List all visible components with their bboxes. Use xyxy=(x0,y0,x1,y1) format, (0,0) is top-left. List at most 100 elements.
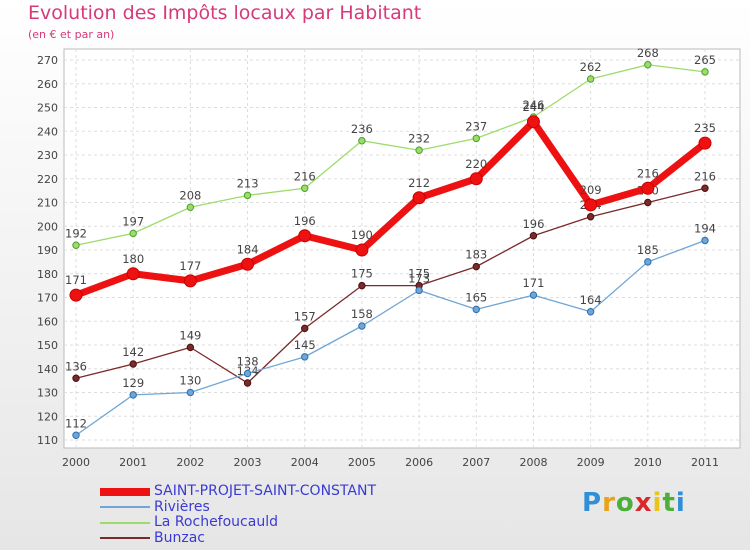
data-point xyxy=(355,243,369,257)
plot-area xyxy=(63,48,741,449)
x-tick-label: 2001 xyxy=(119,456,147,469)
data-point xyxy=(69,288,83,302)
data-point xyxy=(641,181,655,195)
data-point xyxy=(301,184,309,192)
logo-letter: P xyxy=(582,488,603,518)
data-label: 237 xyxy=(465,119,487,133)
data-label: 145 xyxy=(294,338,316,352)
data-point xyxy=(644,61,652,69)
y-tick-label: 120 xyxy=(37,410,58,423)
x-tick-label: 2005 xyxy=(348,456,376,469)
data-label: 171 xyxy=(65,273,87,287)
data-label: 149 xyxy=(179,328,201,342)
data-label: 232 xyxy=(408,131,430,145)
data-point xyxy=(129,391,137,399)
y-tick-label: 110 xyxy=(37,434,58,447)
data-point xyxy=(298,229,312,243)
data-point xyxy=(472,134,480,143)
legend-label: SAINT-PROJET-SAINT-CONSTANT xyxy=(154,483,376,500)
data-point xyxy=(644,198,652,207)
data-point xyxy=(183,274,197,288)
data-point xyxy=(586,75,595,83)
data-label: 213 xyxy=(237,176,259,190)
data-point xyxy=(472,305,480,314)
y-tick-label: 260 xyxy=(37,78,58,91)
data-point xyxy=(701,184,709,192)
data-point xyxy=(72,374,80,382)
data-point xyxy=(301,353,309,361)
data-label: 236 xyxy=(351,122,373,136)
data-label: 173 xyxy=(408,271,430,285)
x-tick-label: 2008 xyxy=(519,456,547,469)
data-point xyxy=(529,232,538,240)
data-point xyxy=(644,258,652,266)
data-point xyxy=(358,322,366,330)
logo-letter: i xyxy=(675,488,686,518)
data-label: 175 xyxy=(408,267,430,281)
data-point xyxy=(126,267,140,281)
legend-item: Rivières xyxy=(100,499,376,516)
data-label: 183 xyxy=(465,248,487,262)
y-tick-label: 210 xyxy=(37,197,58,210)
x-tick-label: 2011 xyxy=(691,456,719,469)
data-label: 194 xyxy=(694,222,716,236)
y-tick-label: 230 xyxy=(37,149,58,162)
data-point xyxy=(186,343,195,352)
data-label: 220 xyxy=(465,157,487,171)
data-label: 142 xyxy=(122,345,144,359)
data-point xyxy=(415,286,423,295)
legend-label: La Rochefoucauld xyxy=(154,514,278,531)
data-point xyxy=(243,191,252,200)
y-tick-label: 170 xyxy=(37,292,58,305)
chart-subtitle: (en € et par an) xyxy=(28,28,115,41)
data-point xyxy=(415,146,423,154)
data-label: 157 xyxy=(294,309,316,323)
logo-letter: x xyxy=(634,488,653,518)
data-point xyxy=(243,379,252,387)
data-label: 216 xyxy=(694,169,716,183)
data-point xyxy=(358,281,366,290)
data-point xyxy=(72,431,80,439)
x-tick-label: 2009 xyxy=(577,456,605,469)
data-label: 244 xyxy=(522,100,544,114)
x-tick-label: 2004 xyxy=(291,456,319,469)
data-label: 158 xyxy=(351,307,373,321)
data-point xyxy=(241,257,255,271)
y-tick-label: 160 xyxy=(37,315,58,328)
data-point xyxy=(412,191,426,205)
data-label: 235 xyxy=(694,121,716,135)
data-label: 180 xyxy=(122,252,144,266)
legend-label: Bunzac xyxy=(154,529,205,546)
legend-swatch xyxy=(100,521,150,524)
series-line xyxy=(75,239,706,436)
data-label: 112 xyxy=(65,416,87,430)
data-point xyxy=(186,388,195,397)
data-label: 196 xyxy=(294,214,316,228)
y-tick-label: 200 xyxy=(37,220,58,233)
data-point xyxy=(586,213,595,221)
x-tick-label: 2007 xyxy=(462,456,490,469)
data-point xyxy=(584,198,598,212)
data-label: 165 xyxy=(465,290,487,304)
legend: SAINT-PROJET-SAINT-CONSTANT Rivières La … xyxy=(100,484,376,546)
data-label: 129 xyxy=(122,376,144,390)
legend-item: Bunzac xyxy=(100,529,376,547)
y-tick-label: 270 xyxy=(37,54,58,67)
y-tick-label: 130 xyxy=(37,387,58,400)
data-label: 130 xyxy=(179,374,201,388)
y-tick-label: 240 xyxy=(37,125,58,138)
data-label: 208 xyxy=(179,188,201,202)
data-label: 268 xyxy=(637,46,659,60)
data-label: 197 xyxy=(122,214,144,228)
data-label: 175 xyxy=(351,267,373,281)
data-label: 136 xyxy=(65,359,87,373)
data-label: 184 xyxy=(237,242,259,256)
data-label: 185 xyxy=(637,243,659,257)
data-point xyxy=(129,360,137,368)
x-tick-label: 2010 xyxy=(634,456,662,469)
data-label: 216 xyxy=(294,169,316,183)
logo-letter: r xyxy=(602,488,616,518)
data-label: 138 xyxy=(237,355,259,369)
data-label: 216 xyxy=(637,166,659,180)
